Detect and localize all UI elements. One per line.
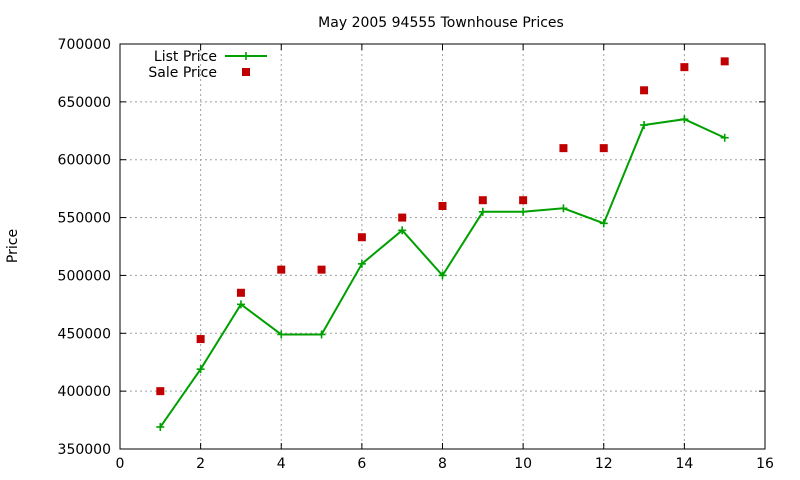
y-tick-label: 650000 (58, 95, 111, 111)
x-tick-label: 16 (756, 456, 774, 472)
data-point (640, 86, 649, 95)
data-point (277, 265, 286, 274)
data-point (599, 144, 608, 153)
data-point (519, 207, 528, 216)
data-point (156, 423, 165, 432)
x-tick-label: 10 (514, 456, 532, 472)
data-point (398, 213, 407, 222)
y-tick-label: 550000 (58, 211, 111, 227)
data-point (559, 204, 568, 213)
data-point (438, 202, 447, 210)
y-tick-label: 500000 (58, 268, 111, 284)
data-point (398, 226, 407, 235)
legend-marker (242, 52, 250, 60)
x-tick-label: 4 (277, 456, 286, 472)
data-point (599, 219, 608, 228)
y-axis-label: Price (5, 229, 21, 263)
data-point (156, 387, 165, 396)
data-point (640, 121, 649, 129)
data-point (196, 365, 205, 374)
x-tick-label: 14 (675, 456, 693, 472)
x-tick-label: 12 (595, 456, 613, 472)
data-point (680, 115, 689, 124)
data-point (196, 335, 205, 344)
series-list-price (156, 115, 729, 432)
data-point (317, 330, 326, 339)
data-point (438, 271, 447, 280)
grid (120, 44, 765, 449)
legend-label: Sale Price (148, 65, 217, 81)
y-tick-label: 400000 (58, 384, 111, 400)
y-tick-label: 700000 (58, 37, 111, 53)
legend-marker (242, 68, 250, 76)
data-point (236, 300, 245, 309)
plot-area (156, 57, 729, 432)
data-point (478, 196, 487, 205)
data-point (519, 196, 528, 205)
legend-label: List Price (154, 49, 217, 65)
x-tick-label: 0 (116, 456, 125, 472)
data-point (236, 288, 245, 297)
chart-title: May 2005 94555 Townhouse Prices (318, 15, 564, 31)
series-sale-price (156, 57, 729, 396)
data-point (357, 259, 366, 268)
data-point (277, 330, 286, 339)
y-tick-label: 450000 (58, 326, 111, 342)
plot-frame (119, 43, 766, 450)
data-point (720, 57, 729, 66)
x-tick-label: 8 (438, 456, 447, 472)
data-point (478, 207, 487, 216)
data-point (720, 133, 729, 142)
data-point (559, 144, 568, 153)
data-point (680, 63, 689, 72)
y-tick-label: 600000 (58, 153, 111, 169)
data-point (317, 265, 326, 274)
y-tick-label: 350000 (58, 442, 111, 458)
x-tick-label: 2 (196, 456, 205, 472)
x-tick-label: 6 (357, 456, 366, 472)
data-point (357, 233, 366, 242)
